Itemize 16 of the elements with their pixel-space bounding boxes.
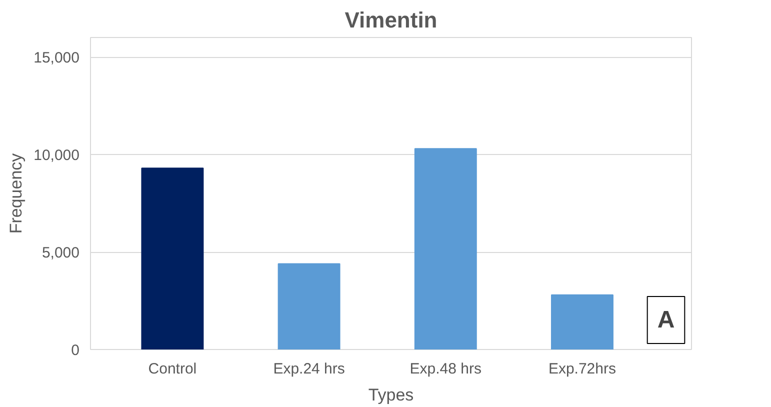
bar	[278, 263, 340, 350]
x-tick-label: Exp.72hrs	[548, 360, 616, 378]
y-axis-title: Frequency	[6, 152, 26, 234]
bar	[141, 168, 204, 350]
y-tick-label: 5,000	[42, 244, 80, 262]
x-axis-title: Types	[368, 386, 414, 404]
x-tick-label: Exp.48 hrs	[410, 360, 482, 378]
chart-title: Vimentin	[344, 8, 438, 32]
x-tick-label: Control	[148, 360, 197, 378]
bar	[414, 148, 477, 350]
annotation: A	[657, 306, 675, 334]
y-tick-label: 15,000	[34, 50, 80, 66]
y-tick-label: 0	[71, 342, 80, 359]
x-tick-label: Exp.24 hrs	[273, 360, 345, 378]
bar	[550, 294, 614, 350]
y-tick-label: 10,000	[34, 147, 80, 164]
